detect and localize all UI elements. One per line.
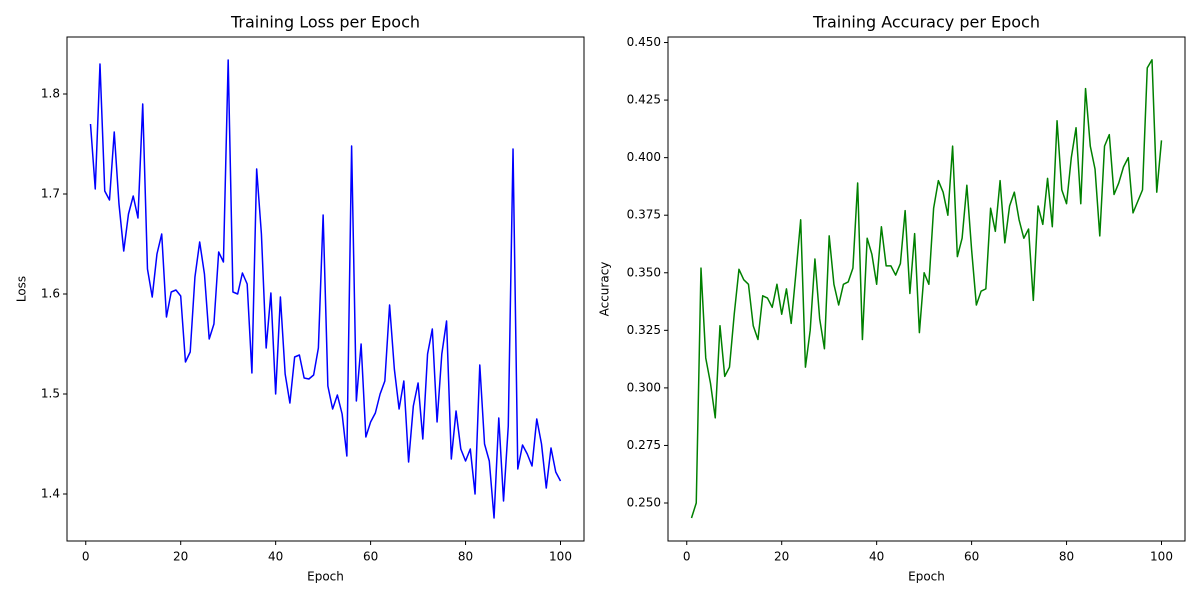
y-tick-label: 0.250 — [627, 496, 661, 510]
x-tick-label: 20 — [173, 550, 188, 564]
axes-frame — [667, 36, 1186, 542]
x-tick-label: 40 — [268, 550, 283, 564]
x-axis-label: Epoch — [908, 570, 945, 584]
x-tick-label: 40 — [869, 550, 884, 564]
y-tick-label: 0.400 — [627, 150, 661, 164]
y-tick-label: 0.325 — [627, 323, 661, 337]
y-tick-label: 0.275 — [627, 438, 661, 452]
y-tick-label: 0.350 — [627, 265, 661, 279]
x-tick-label: 0 — [683, 550, 691, 564]
y-tick-label: 0.450 — [627, 35, 661, 49]
x-axis-label: Epoch — [307, 570, 344, 584]
y-tick-label: 1.8 — [41, 87, 60, 101]
chart-title: Training Accuracy per Epoch — [812, 13, 1040, 32]
y-tick-label: 1.7 — [41, 187, 60, 201]
data-line — [690, 59, 1163, 519]
x-tick-label: 100 — [1150, 550, 1173, 564]
x-tick-label: 20 — [774, 550, 789, 564]
x-tick-label: 80 — [1059, 550, 1074, 564]
y-tick-label: 1.4 — [41, 487, 60, 501]
data-line — [89, 59, 562, 519]
x-tick-label: 100 — [549, 550, 572, 564]
x-tick-label: 0 — [82, 550, 90, 564]
y-tick-label: 0.375 — [627, 208, 661, 222]
x-tick-label: 60 — [363, 550, 378, 564]
x-tick-label: 60 — [964, 550, 979, 564]
y-tick-label: 1.6 — [41, 287, 60, 301]
x-tick-label: 80 — [458, 550, 473, 564]
y-axis-label: Accuracy — [598, 262, 612, 317]
y-axis-label: Loss — [15, 276, 29, 302]
y-tick-label: 0.425 — [627, 93, 661, 107]
chart-title: Training Loss per Epoch — [230, 13, 420, 32]
axes-frame — [66, 36, 585, 542]
y-tick-label: 1.5 — [41, 387, 60, 401]
y-tick-label: 0.300 — [627, 380, 661, 394]
